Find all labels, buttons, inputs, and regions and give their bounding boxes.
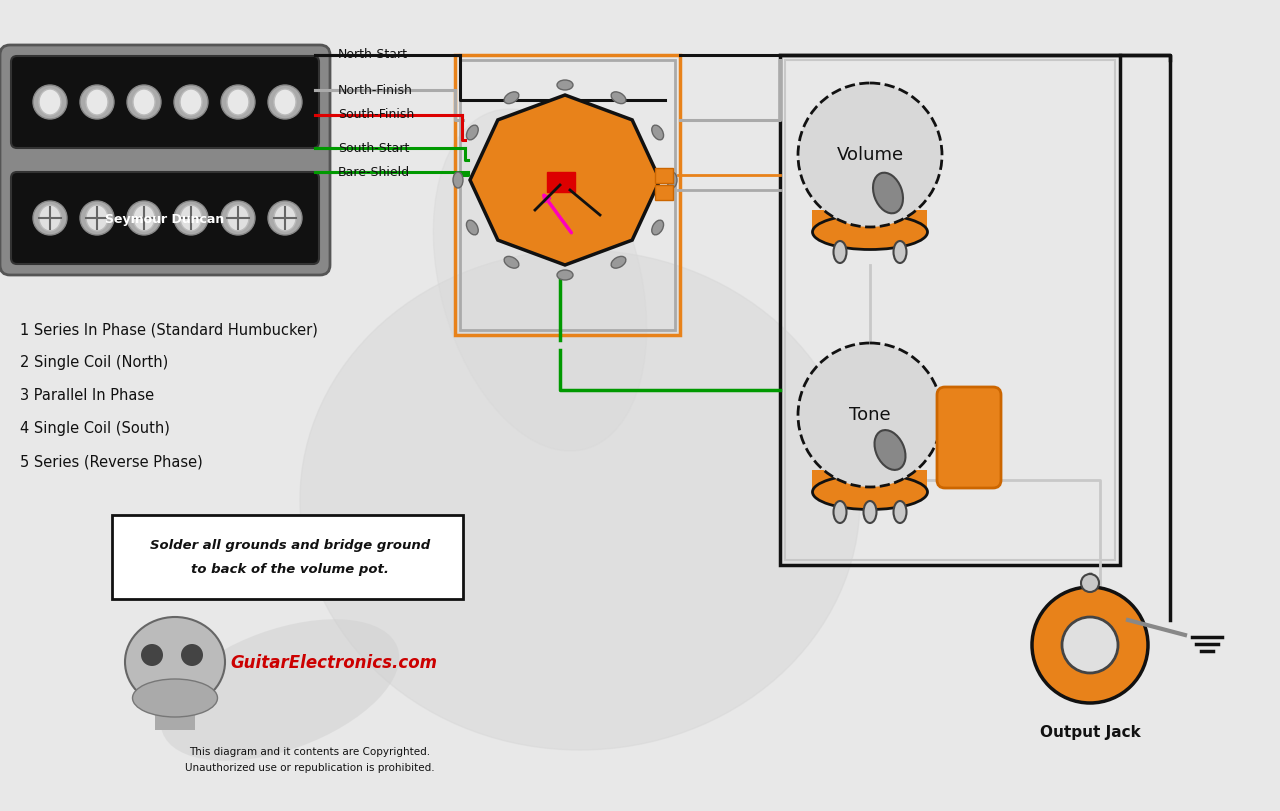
Bar xyxy=(812,210,927,232)
Circle shape xyxy=(797,83,942,227)
Ellipse shape xyxy=(227,205,250,231)
Ellipse shape xyxy=(38,89,61,115)
Text: North-Finish: North-Finish xyxy=(338,84,413,97)
Ellipse shape xyxy=(873,173,902,213)
Ellipse shape xyxy=(557,270,573,280)
Ellipse shape xyxy=(874,430,905,470)
Ellipse shape xyxy=(86,205,108,231)
Text: Bare-Shield: Bare-Shield xyxy=(338,165,410,178)
Ellipse shape xyxy=(161,620,399,761)
FancyBboxPatch shape xyxy=(113,515,463,599)
Text: to back of the volume pot.: to back of the volume pot. xyxy=(191,564,389,577)
Ellipse shape xyxy=(893,501,906,523)
Circle shape xyxy=(33,85,67,119)
Ellipse shape xyxy=(557,80,573,90)
Text: 3 Parallel In Phase: 3 Parallel In Phase xyxy=(20,388,154,404)
Ellipse shape xyxy=(504,92,518,104)
Circle shape xyxy=(79,201,114,235)
Circle shape xyxy=(221,201,255,235)
Ellipse shape xyxy=(300,250,860,750)
Ellipse shape xyxy=(133,679,218,717)
Ellipse shape xyxy=(652,220,663,235)
Circle shape xyxy=(221,85,255,119)
Circle shape xyxy=(174,85,207,119)
Ellipse shape xyxy=(611,256,626,268)
Bar xyxy=(655,168,673,183)
Ellipse shape xyxy=(667,172,677,188)
Ellipse shape xyxy=(893,241,906,263)
Ellipse shape xyxy=(652,125,663,139)
Text: South-Finish: South-Finish xyxy=(338,109,415,122)
Ellipse shape xyxy=(274,205,296,231)
Ellipse shape xyxy=(833,501,846,523)
Ellipse shape xyxy=(466,220,479,235)
Text: Output Jack: Output Jack xyxy=(1039,725,1140,740)
Ellipse shape xyxy=(504,256,518,268)
Text: Unauthorized use or republication is prohibited.: Unauthorized use or republication is pro… xyxy=(186,763,435,773)
Circle shape xyxy=(1062,617,1117,673)
Circle shape xyxy=(33,201,67,235)
Ellipse shape xyxy=(180,89,202,115)
FancyBboxPatch shape xyxy=(937,387,1001,488)
Circle shape xyxy=(268,85,302,119)
Bar xyxy=(812,470,927,492)
Ellipse shape xyxy=(813,474,928,509)
Circle shape xyxy=(180,644,204,666)
Ellipse shape xyxy=(86,89,108,115)
Text: 5 Series (Reverse Phase): 5 Series (Reverse Phase) xyxy=(20,454,202,470)
Ellipse shape xyxy=(453,172,463,188)
Text: 2 Single Coil (North): 2 Single Coil (North) xyxy=(20,355,168,371)
Circle shape xyxy=(268,201,302,235)
Ellipse shape xyxy=(180,205,202,231)
Circle shape xyxy=(174,201,207,235)
Ellipse shape xyxy=(813,214,928,250)
Ellipse shape xyxy=(133,205,155,231)
Circle shape xyxy=(1082,574,1100,592)
Text: GuitarElectronics.com: GuitarElectronics.com xyxy=(230,654,436,672)
Polygon shape xyxy=(470,95,660,265)
Text: Solder all grounds and bridge ground: Solder all grounds and bridge ground xyxy=(150,539,430,551)
Circle shape xyxy=(127,201,161,235)
Circle shape xyxy=(127,85,161,119)
Text: Volume: Volume xyxy=(836,146,904,164)
Text: This diagram and it contents are Copyrighted.: This diagram and it contents are Copyrig… xyxy=(189,747,430,757)
Text: South-Start: South-Start xyxy=(338,141,410,155)
Ellipse shape xyxy=(434,109,646,451)
Bar xyxy=(547,172,575,192)
Text: 4 Single Coil (South): 4 Single Coil (South) xyxy=(20,422,170,436)
Bar xyxy=(155,700,195,730)
Ellipse shape xyxy=(227,89,250,115)
Ellipse shape xyxy=(611,92,626,104)
Bar xyxy=(454,55,680,335)
Circle shape xyxy=(141,644,163,666)
Ellipse shape xyxy=(133,89,155,115)
FancyBboxPatch shape xyxy=(12,172,319,264)
Text: Seymour Duncan: Seymour Duncan xyxy=(105,213,224,226)
Text: Tone: Tone xyxy=(849,406,891,424)
Ellipse shape xyxy=(274,89,296,115)
Bar xyxy=(460,60,675,330)
Ellipse shape xyxy=(466,125,479,139)
Circle shape xyxy=(1032,587,1148,703)
Ellipse shape xyxy=(833,241,846,263)
Bar xyxy=(655,185,673,200)
FancyBboxPatch shape xyxy=(12,56,319,148)
Ellipse shape xyxy=(864,501,877,523)
Bar xyxy=(785,60,1115,560)
Text: North-Start: North-Start xyxy=(338,49,408,62)
Circle shape xyxy=(79,85,114,119)
Circle shape xyxy=(797,343,942,487)
Ellipse shape xyxy=(125,617,225,707)
Ellipse shape xyxy=(38,205,61,231)
Bar xyxy=(780,55,1120,565)
Text: 1 Series In Phase (Standard Humbucker): 1 Series In Phase (Standard Humbucker) xyxy=(20,323,317,337)
FancyBboxPatch shape xyxy=(0,45,330,275)
